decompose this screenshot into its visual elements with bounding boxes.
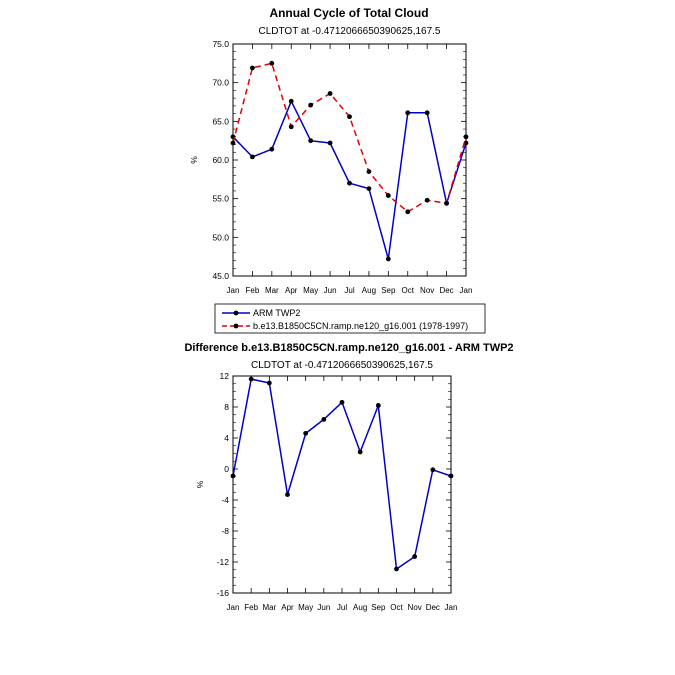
y-tick-label: 8: [224, 402, 229, 412]
data-point: [303, 430, 309, 436]
x-tick-label: May: [298, 603, 313, 612]
data-point: [269, 60, 275, 66]
legend-marker: [233, 323, 239, 329]
data-point: [385, 193, 391, 198]
x-tick-label: Apr: [281, 603, 294, 612]
chart-title: Annual Cycle of Total Cloud: [269, 6, 428, 20]
x-tick-label: Jan: [227, 603, 240, 612]
data-point: [385, 256, 391, 262]
y-axis-label: %: [189, 156, 199, 164]
data-point: [327, 140, 333, 146]
x-tick-label: Jul: [344, 286, 354, 295]
x-tick-label: Feb: [244, 603, 258, 612]
legend-box: [214, 303, 486, 334]
data-point: [347, 180, 352, 186]
x-tick-label: Nov: [420, 286, 434, 295]
data-point: [339, 399, 345, 405]
data-point: [430, 467, 436, 473]
x-tick-label: Mar: [265, 286, 279, 295]
x-tick-label: Oct: [390, 603, 403, 612]
data-point: [347, 114, 352, 120]
y-tick-label: -16: [217, 588, 230, 598]
y-tick-label: 0: [224, 464, 229, 474]
legend-marker: [233, 310, 239, 316]
x-tick-label: Jun: [317, 603, 330, 612]
x-tick-label: Mar: [262, 603, 276, 612]
data-point: [269, 146, 275, 152]
x-tick-label: Apr: [285, 286, 298, 295]
y-tick-label: 70.0: [212, 78, 229, 88]
data-point: [366, 186, 372, 192]
data-point: [308, 102, 314, 108]
plot-frame: [232, 43, 467, 277]
data-point: [288, 124, 294, 130]
x-tick-label: May: [303, 286, 318, 295]
data-point: [448, 473, 454, 479]
y-tick-label: -8: [221, 526, 229, 536]
data-point: [285, 492, 290, 497]
data-point: [327, 91, 333, 96]
x-tick-label: Jan: [445, 603, 458, 612]
data-point: [266, 380, 272, 386]
y-tick-label: -4: [221, 495, 229, 505]
y-axis-label: %: [195, 480, 205, 488]
data-point: [463, 134, 469, 140]
x-tick-label: Jun: [324, 286, 337, 295]
x-tick-label: Oct: [402, 286, 415, 295]
y-tick-label: -12: [217, 557, 230, 567]
data-point: [230, 140, 236, 146]
data-point: [366, 169, 372, 175]
legend: ARM TWP2 b.e13.B1850C5CN.ramp.ne120_g16.0…: [214, 303, 486, 334]
data-point: [424, 110, 430, 116]
y-tick-label: 12: [220, 371, 230, 381]
y-tick-label: 50.0: [212, 232, 229, 242]
y-tick-label: 65.0: [212, 116, 229, 126]
chart-title: Difference b.e13.B1850C5CN.ramp.ne120_g1…: [184, 342, 513, 354]
y-tick-label: 45.0: [212, 271, 229, 281]
chart-subtitle: CLDTOT at -0.4712066650390625,167.5: [259, 26, 441, 37]
legend-label-2: b.e13.B1850C5CN.ramp.ne120_g16.001 (1978…: [253, 321, 468, 331]
data-point: [230, 473, 236, 479]
data-point: [424, 197, 430, 203]
chart-subtitle: CLDTOT at -0.4712066650390625,167.5: [251, 360, 433, 371]
data-point: [288, 98, 294, 104]
x-tick-label: Jul: [337, 603, 347, 612]
data-point: [412, 554, 418, 559]
x-tick-label: Feb: [246, 286, 260, 295]
x-tick-label: Sep: [381, 286, 396, 295]
x-tick-label: Dec: [439, 286, 453, 295]
y-tick-label: 60.0: [212, 155, 229, 165]
x-tick-label: Jan: [227, 286, 240, 295]
data-point: [444, 200, 449, 206]
data-point: [375, 403, 381, 408]
legend-label-1: ARM TWP2: [253, 308, 300, 318]
data-point: [308, 138, 314, 144]
y-tick-label: 55.0: [212, 194, 229, 204]
x-tick-label: Dec: [426, 603, 440, 612]
x-tick-label: Aug: [362, 286, 376, 295]
chart-1: Annual Cycle of Total Cloud CLDTOT at -0.…: [189, 6, 486, 334]
plot-frame: [232, 375, 452, 594]
series-line-2: [232, 62, 467, 213]
x-tick-label: Nov: [408, 603, 422, 612]
x-tick-label: Aug: [353, 603, 367, 612]
data-point: [250, 65, 255, 71]
y-tick-label: 75.0: [212, 39, 229, 49]
data-point: [357, 449, 363, 455]
data-point: [250, 154, 255, 160]
data-point: [394, 566, 399, 572]
data-point: [405, 209, 411, 215]
series-line-1: [232, 378, 452, 570]
x-tick-label: Jan: [460, 286, 473, 295]
y-tick-label: 4: [224, 433, 229, 443]
x-tick-label: Sep: [371, 603, 386, 612]
data-point: [248, 376, 254, 382]
data-point: [321, 417, 327, 422]
series-line-1: [232, 100, 467, 260]
chart-2: Difference b.e13.B1850C5CN.ramp.ne120_g1…: [184, 342, 513, 612]
data-point: [405, 110, 411, 116]
data-point: [463, 140, 469, 146]
